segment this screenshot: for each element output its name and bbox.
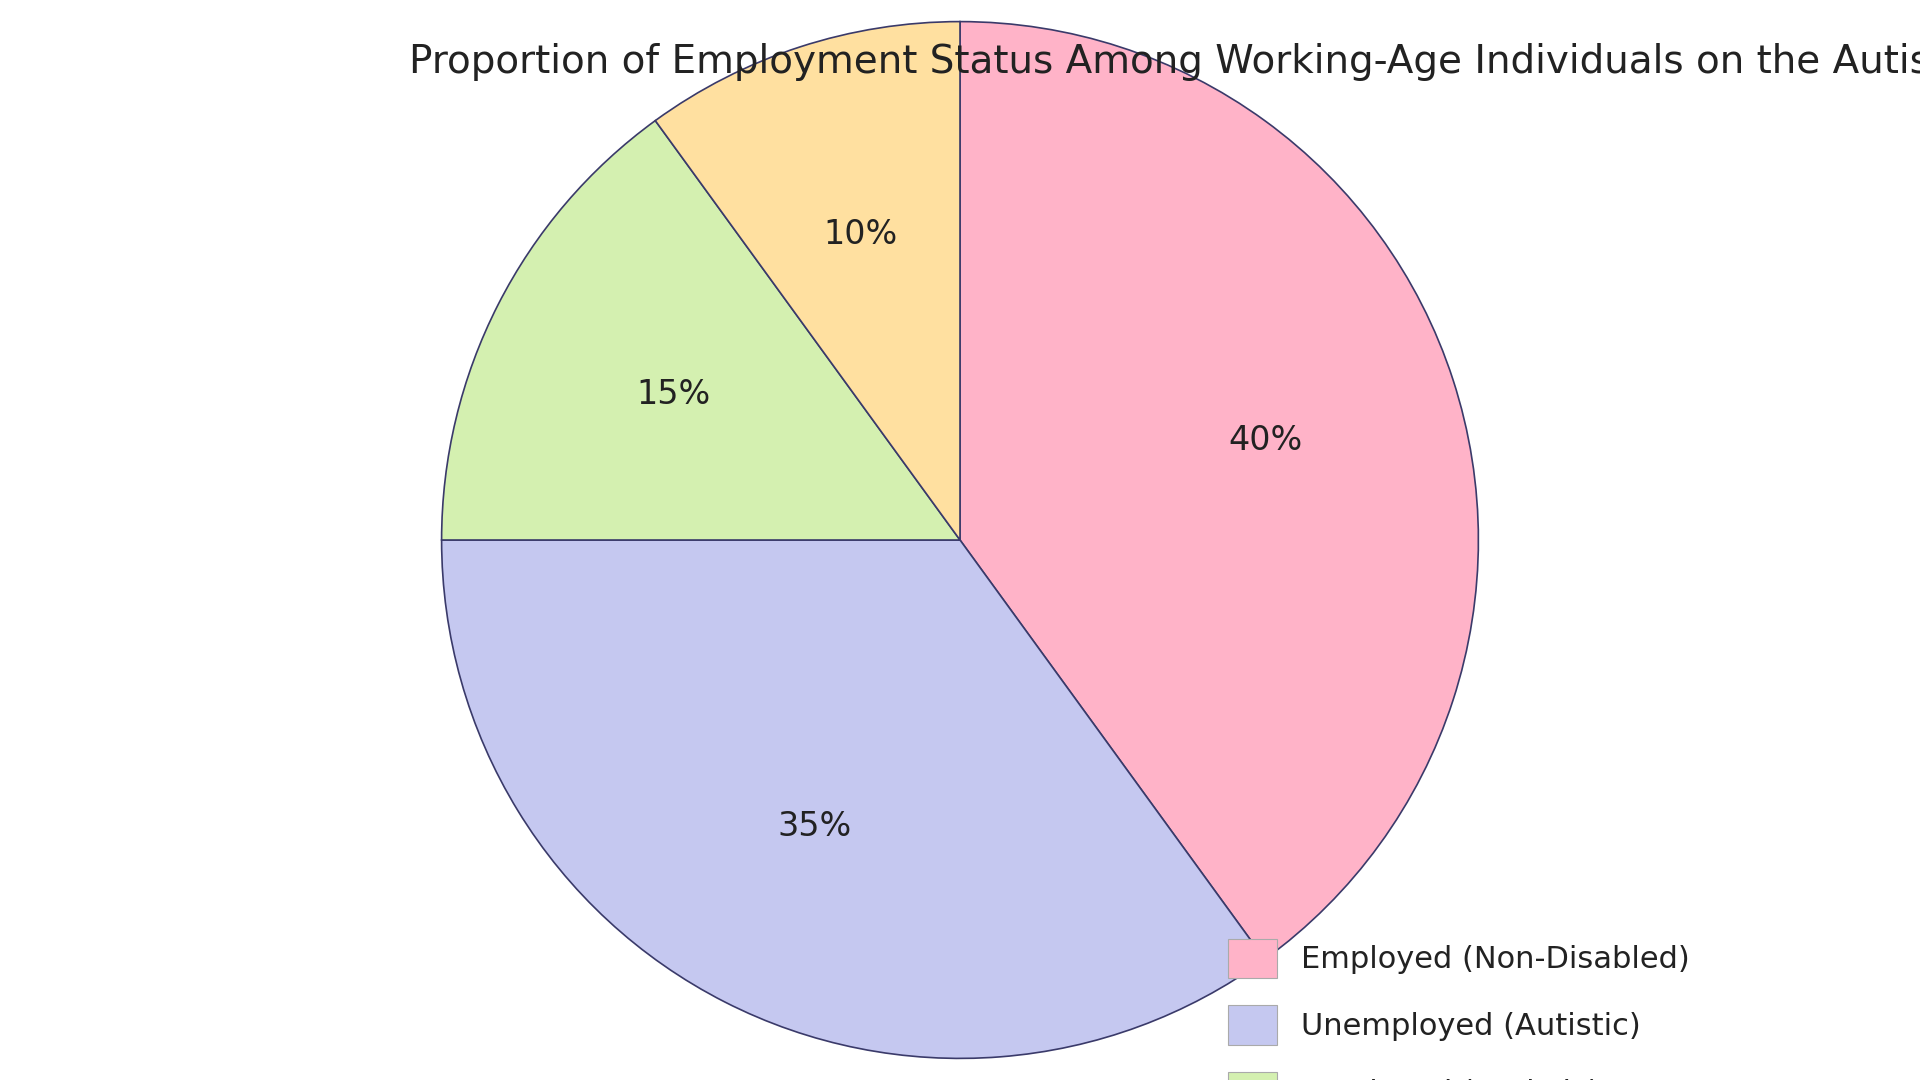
Wedge shape [442,121,960,540]
Legend: Employed (Non-Disabled), Unemployed (Autistic), Employed (Autistic), Unemployed : Employed (Non-Disabled), Unemployed (Aut… [1213,923,1747,1080]
Wedge shape [960,22,1478,959]
Wedge shape [655,22,960,540]
Text: Proportion of Employment Status Among Working-Age Individuals on the Autism Spec: Proportion of Employment Status Among Wo… [409,43,1920,81]
Text: 40%: 40% [1229,424,1304,457]
Wedge shape [442,540,1265,1058]
Text: 35%: 35% [778,810,851,842]
Text: 10%: 10% [824,218,899,251]
Text: 15%: 15% [637,378,710,410]
